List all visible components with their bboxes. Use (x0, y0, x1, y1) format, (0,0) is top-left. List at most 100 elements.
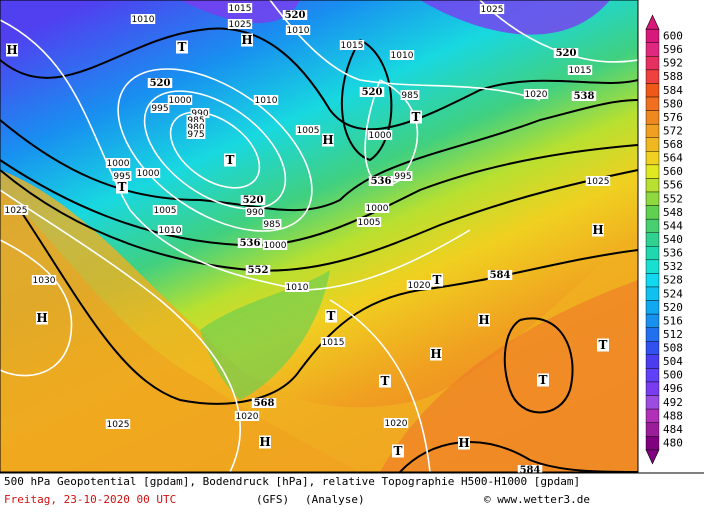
label-box (487, 270, 513, 280)
label-box (186, 122, 206, 132)
isobar-label: 1010 (255, 96, 278, 106)
legend-label: 548 (663, 206, 683, 219)
label-box (147, 78, 173, 88)
legend-label: 588 (663, 70, 683, 83)
map-area (0, 0, 638, 472)
legend-swatch (645, 69, 660, 84)
legend-label: 500 (663, 369, 683, 382)
legend-label: 512 (663, 328, 683, 341)
isohypse-label: 520 (362, 87, 383, 98)
label-box (478, 313, 490, 327)
label-box (3, 205, 29, 215)
label-box (224, 153, 236, 167)
label-box (240, 195, 266, 205)
legend-swatch (645, 191, 660, 206)
legend-swatch (645, 273, 660, 288)
isobar-label: 1005 (358, 218, 381, 228)
label-box (6, 43, 18, 57)
legend-swatch (645, 137, 660, 152)
pressure-center: H (6, 43, 17, 57)
isobar-label: 1015 (229, 4, 252, 14)
isobar-label: 1010 (159, 226, 182, 236)
legend-swatch (645, 300, 660, 315)
label-box (282, 10, 308, 20)
pressure-center: H (458, 436, 469, 450)
legend-swatch (645, 123, 660, 138)
isobar-label: 995 (151, 104, 168, 114)
isobar-label: 1000 (369, 131, 392, 141)
label-box (571, 91, 597, 101)
legend-swatch (645, 395, 660, 410)
tongue (200, 270, 330, 400)
isobar-label: 1005 (297, 126, 320, 136)
label-box (186, 115, 206, 125)
pressure-center: T (118, 180, 127, 194)
legend-label: 508 (663, 342, 683, 355)
label-box (36, 311, 48, 325)
label-box (157, 225, 183, 235)
isobar-label: 1025 (481, 5, 504, 15)
pressure-center: H (322, 133, 333, 147)
label-box (379, 374, 391, 388)
label-box (400, 90, 420, 100)
legend-label: 564 (663, 152, 683, 165)
label-box (227, 19, 253, 29)
isobar-label: 1015 (322, 338, 345, 348)
pressure-center: H (592, 223, 603, 237)
legend-label: 524 (663, 287, 683, 300)
label-box (322, 133, 334, 147)
label-box (105, 158, 131, 168)
isobar-label: 985 (187, 116, 204, 126)
label-box (320, 337, 346, 347)
label-box (430, 347, 442, 361)
pressure-center: H (259, 435, 270, 449)
isobar-label: 1020 (408, 281, 431, 291)
pressure-center: T (226, 153, 235, 167)
isohypse-label: 520 (556, 48, 577, 59)
legend-arrow-top (645, 14, 660, 30)
label-box (295, 125, 321, 135)
legend-label: 560 (663, 165, 683, 178)
label-box (389, 50, 415, 60)
pressure-center: T (327, 309, 336, 323)
legend-swatch (645, 408, 660, 423)
legend-swatch (645, 246, 660, 261)
legend-label: 568 (663, 138, 683, 151)
pressure-center: H (36, 311, 47, 325)
legend-label: 540 (663, 233, 683, 246)
label-box (245, 265, 271, 275)
label-box (523, 89, 549, 99)
isobar-label: 1020 (236, 412, 259, 422)
isobar-label: 1000 (137, 169, 160, 179)
label-box (167, 95, 193, 105)
isobar-label: 1010 (287, 26, 310, 36)
legend-arrow-bottom (645, 449, 660, 465)
legend-label: 516 (663, 314, 683, 327)
footer-model: (GFS) (256, 493, 289, 506)
legend-label: 492 (663, 396, 683, 409)
legend-swatch (645, 313, 660, 328)
legend-label: 496 (663, 382, 683, 395)
legend-label: 484 (663, 423, 683, 436)
label-box (592, 223, 604, 237)
label-box (383, 418, 409, 428)
isobar-label: 1010 (132, 15, 155, 25)
isohypse-label: 568 (254, 398, 275, 409)
isobar-label: 975 (187, 130, 204, 140)
legend-swatch (645, 164, 660, 179)
isobar-label: 1015 (341, 41, 364, 51)
legend-label: 596 (663, 43, 683, 56)
label-box (410, 110, 422, 124)
legend-swatch (645, 259, 660, 274)
isobar-label: 1010 (391, 51, 414, 61)
map-labels: 1010 1015 1025 H 520 1010 T H 1015 1010 1025 520 101… (3, 3, 611, 476)
label-box (406, 280, 432, 290)
label-box (262, 240, 288, 250)
isohypse-label: 584 (490, 270, 511, 281)
map-frame (0, 0, 639, 473)
label-box (116, 180, 128, 194)
legend-swatch (645, 286, 660, 301)
legend-swatch (645, 218, 660, 233)
footer-credit: © www.wetter3.de (484, 493, 590, 506)
